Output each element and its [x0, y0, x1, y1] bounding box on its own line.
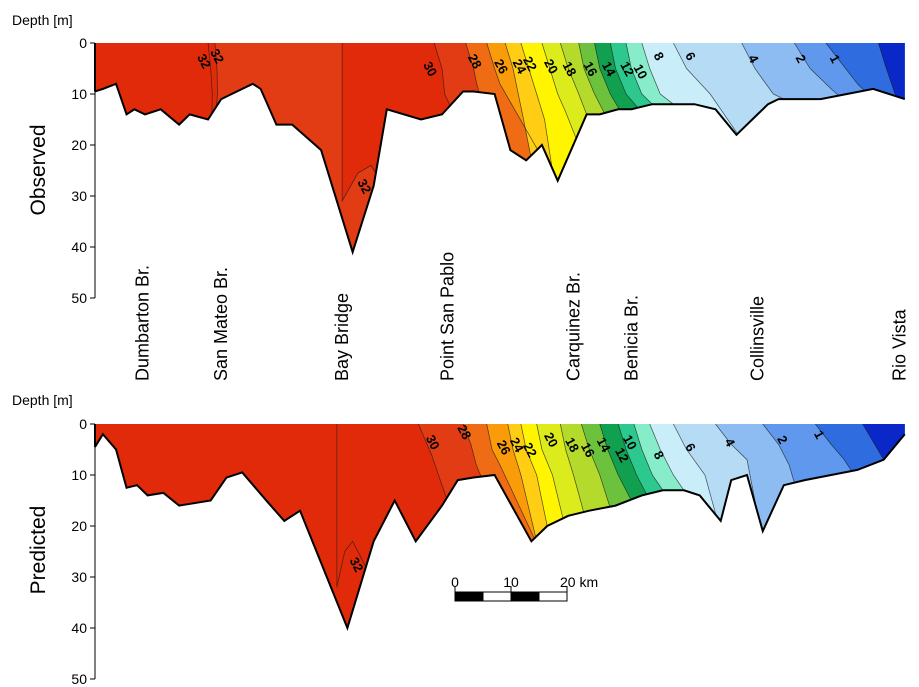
contour-line-1	[815, 424, 905, 628]
station-label: Benicia Br.	[621, 295, 641, 381]
contour-line-0	[878, 43, 905, 253]
station-label: Bay Bridge	[332, 293, 352, 381]
scale-bar-label-20: 20 km	[560, 574, 598, 590]
contour-label-30: 30	[423, 432, 443, 452]
scale-bar-label-0: 0	[451, 574, 459, 590]
depth-tick-label: 50	[71, 671, 87, 687]
scale-bar-segment	[482, 591, 512, 602]
contour-label-30: 30	[420, 59, 440, 79]
contour-label-22: 22	[520, 54, 540, 74]
contour-line-2	[794, 43, 905, 253]
contour-label-32: 32	[354, 176, 374, 196]
panel-title-predicted: Predicted	[27, 506, 50, 595]
depth-tick-label: 20	[71, 137, 87, 153]
scale-bar: 0 10 20 km	[451, 574, 598, 602]
depth-axis-predicted: 0 10 20 30 40 50	[71, 416, 96, 687]
contour-label-16: 16	[581, 59, 601, 79]
contour-label-16: 16	[578, 440, 598, 460]
contour-label-10: 10	[631, 62, 651, 82]
depth-axis-title: Depth [m]	[12, 12, 73, 28]
scale-bar-segment	[454, 591, 484, 602]
depth-tick-label: 20	[71, 518, 87, 534]
station-label: Carquinez Br.	[563, 272, 583, 381]
scale-bar-segment	[538, 591, 568, 602]
station-label: San Mateo Br.	[211, 267, 231, 381]
contour-label-18: 18	[562, 435, 582, 455]
depth-tick-label: 30	[71, 569, 87, 585]
station-label: Dumbarton Br.	[132, 265, 152, 381]
station-label: Rio Vista	[889, 308, 909, 381]
contour-line-0	[862, 424, 905, 628]
depth-tick-label: 40	[71, 239, 87, 255]
depth-tick-label: 10	[71, 86, 87, 102]
depth-tick-label: 40	[71, 620, 87, 636]
scale-bar-segment	[510, 591, 540, 602]
depth-tick-label: 0	[79, 416, 87, 432]
station-labels: Dumbarton Br. San Mateo Br. Bay Bridge Poin…	[132, 252, 909, 381]
contour-label-26: 26	[491, 56, 511, 76]
station-label: Point San Pablo	[437, 252, 457, 381]
depth-tick-label: 50	[71, 290, 87, 306]
scale-bar-label-10: 10	[503, 574, 519, 590]
depth-axis-observed: 0 10 20 30 40 50	[71, 35, 96, 306]
contour-line-1	[825, 43, 905, 253]
contour-label-26: 26	[494, 437, 514, 457]
contour-label-12: 12	[617, 59, 637, 79]
contour-label-32: 32	[207, 46, 227, 66]
depth-tick-label: 10	[71, 467, 87, 483]
depth-tick-label: 0	[79, 35, 87, 51]
depth-tick-label: 30	[71, 188, 87, 204]
contour-label-22: 22	[520, 440, 540, 460]
contour-label-28: 28	[454, 422, 474, 442]
contour-label-10: 10	[620, 432, 640, 452]
panel-title-observed: Observed	[27, 124, 50, 215]
contour-label-32: 32	[194, 51, 214, 71]
station-label: Collinsville	[748, 296, 768, 381]
contour-label-28: 28	[465, 51, 485, 71]
depth-axis-title: Depth [m]	[12, 392, 73, 408]
contour-line-4	[741, 43, 905, 253]
contour-label-20: 20	[541, 430, 561, 450]
contour-label-12: 12	[612, 445, 632, 465]
contour-label-32: 32	[347, 555, 367, 575]
contour-label-18: 18	[560, 59, 580, 79]
contour-label-20: 20	[541, 56, 561, 76]
